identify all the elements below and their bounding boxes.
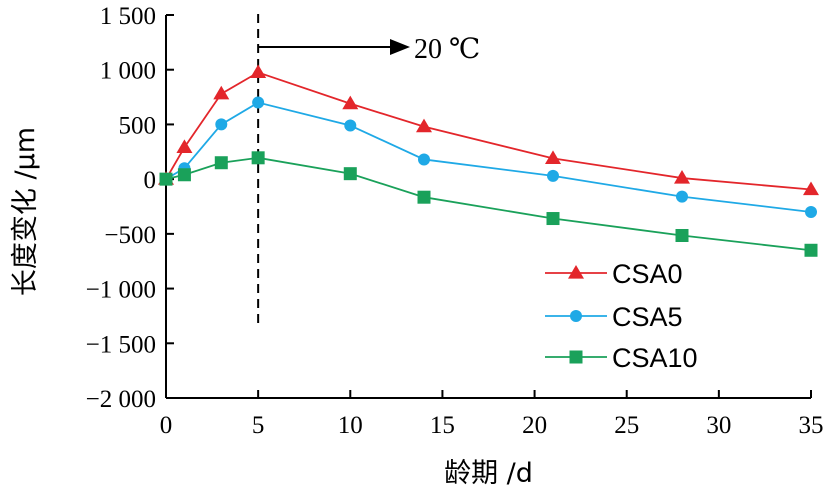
annotation-text: 20 ℃ — [414, 34, 480, 65]
x-tick-label: 15 — [430, 412, 455, 439]
data-point-csa10 — [177, 168, 191, 182]
x-tick-label: 30 — [706, 412, 731, 439]
data-point-csa0 — [803, 181, 819, 196]
y-tick-label: −2 000 — [86, 386, 156, 413]
data-point-csa0 — [213, 85, 230, 100]
data-point-csa0 — [674, 170, 690, 184]
data-point-csa5 — [418, 153, 430, 166]
x-tick-label: 5 — [252, 412, 265, 439]
y-tick-label: −500 — [104, 222, 156, 249]
y-tick-label: 1 000 — [100, 58, 156, 85]
data-point-csa0 — [176, 139, 193, 154]
data-point-csa5 — [215, 118, 228, 131]
data-point-csa10 — [343, 167, 357, 181]
legend-marker-csa10 — [569, 350, 583, 364]
y-tick-label: 500 — [119, 112, 157, 139]
series-line-csa10 — [165, 156, 812, 252]
data-point-csa0 — [416, 118, 432, 133]
legend-label-csa10: CSA10 — [612, 343, 698, 373]
data-point-csa0 — [545, 150, 561, 164]
series-csa0 — [158, 64, 819, 196]
legend-item-csa5: CSA5 — [545, 302, 683, 332]
series-csa5 — [160, 96, 817, 218]
data-point-csa0 — [250, 64, 267, 79]
data-point-csa10 — [417, 190, 431, 204]
x-tick-label: 35 — [799, 412, 824, 439]
series-csa10 — [159, 151, 818, 257]
y-tick-label: −1 000 — [86, 277, 156, 304]
y-tick-label: 1 500 — [100, 3, 156, 30]
y-axis-title: 长度变化 /μm — [10, 127, 41, 296]
y-tick-label: 0 — [144, 167, 157, 194]
data-point-csa5 — [252, 96, 265, 109]
data-point-csa5 — [344, 119, 357, 132]
data-point-csa5 — [547, 169, 559, 182]
x-axis-title: 龄期 /d — [444, 458, 533, 489]
data-point-csa10 — [675, 228, 689, 242]
data-point-csa0 — [342, 95, 359, 110]
legend-marker-csa0 — [568, 265, 584, 279]
x-tick-label: 20 — [522, 412, 547, 439]
annotation-arrow-head — [390, 39, 410, 55]
data-point-csa10 — [804, 243, 818, 257]
data-point-csa10 — [251, 151, 265, 165]
legend: CSA0 CSA5 CSA10 — [545, 259, 698, 373]
legend-item-csa0: CSA0 — [545, 259, 683, 289]
legend-marker-csa5 — [570, 310, 582, 322]
x-tick-label: 25 — [614, 412, 639, 439]
x-tick-label: 0 — [160, 412, 173, 439]
legend-label-csa5: CSA5 — [612, 302, 683, 332]
x-tick-label: 10 — [338, 412, 363, 439]
temperature-annotation: 20 ℃ — [257, 14, 480, 326]
y-tick-label: −1 500 — [86, 331, 156, 358]
legend-item-csa10: CSA10 — [545, 343, 698, 373]
data-point-csa5 — [805, 205, 817, 218]
data-point-csa10 — [546, 212, 560, 226]
series-line-csa0 — [165, 71, 812, 191]
data-point-csa5 — [676, 190, 688, 203]
legend-label-csa0: CSA0 — [612, 259, 683, 289]
data-point-csa10 — [214, 156, 228, 170]
data-point-csa10 — [159, 172, 173, 186]
series-layer — [158, 64, 819, 257]
